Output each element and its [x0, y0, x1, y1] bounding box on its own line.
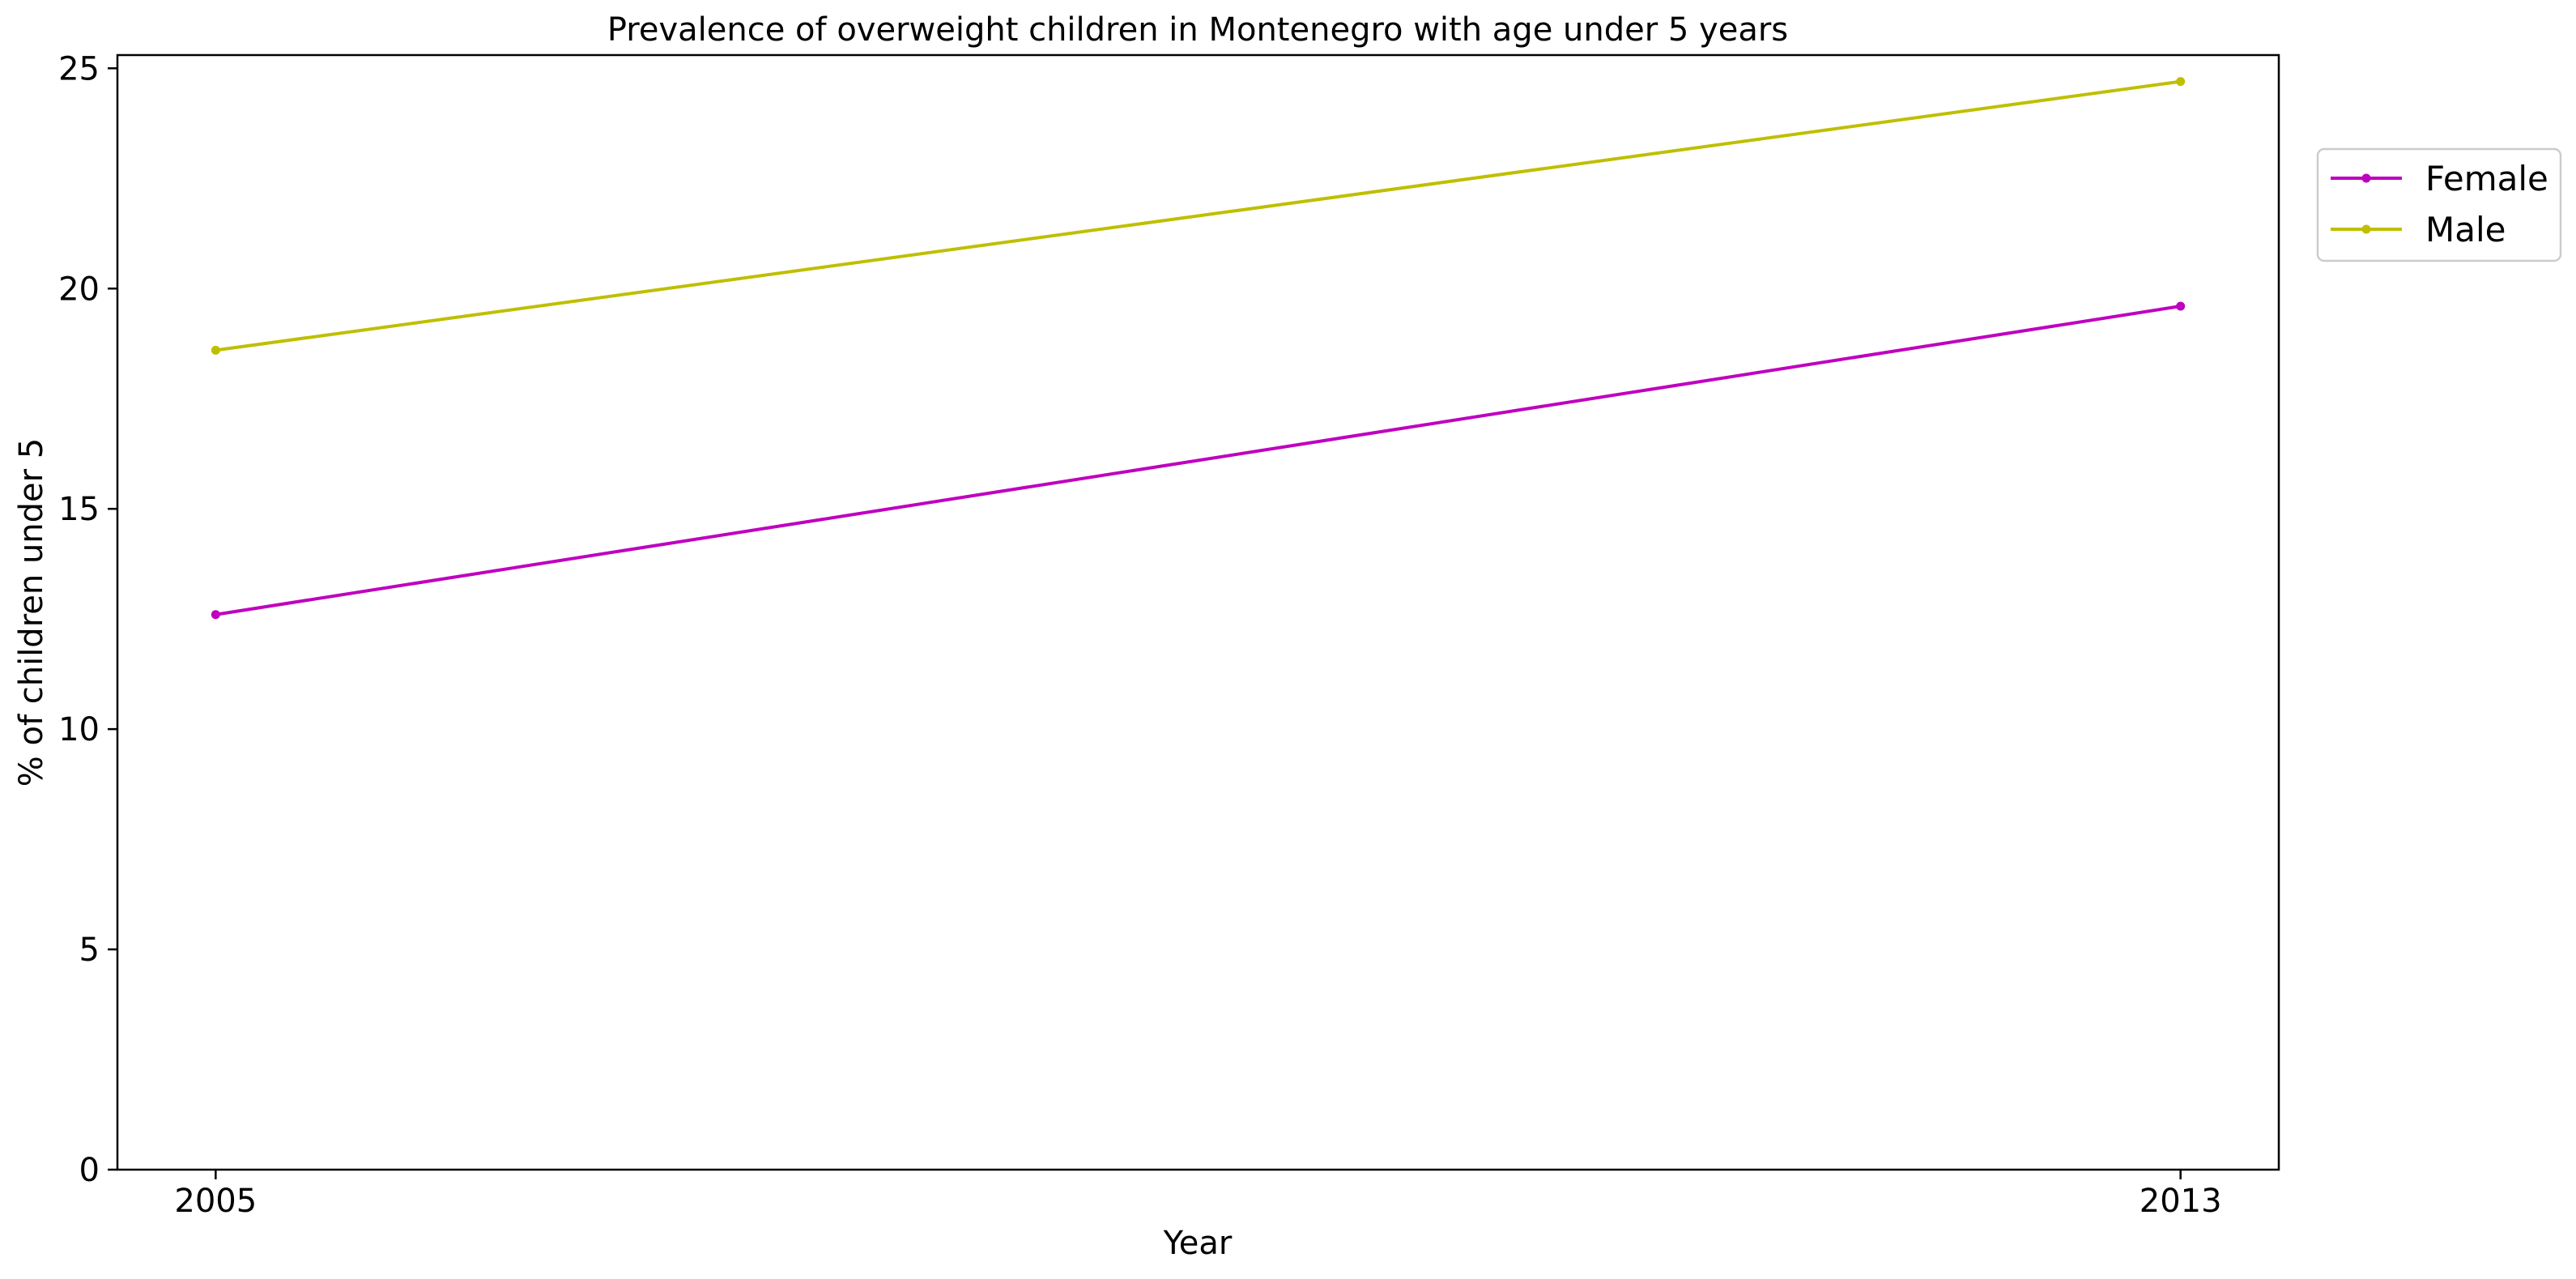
legend: Female Male: [2316, 147, 2562, 262]
y-tick-label: 5: [79, 932, 100, 969]
x-tick-label: 2005: [174, 1183, 257, 1220]
y-tick-label: 20: [58, 271, 100, 308]
data-point-male: [2176, 77, 2186, 87]
y-tick-label: 25: [58, 50, 100, 87]
y-tick-label: 0: [79, 1152, 100, 1189]
plot-area: [116, 53, 2280, 1171]
chart-title: Prevalence of overweight children in Mon…: [607, 11, 1788, 49]
y-axis-label: % of children under 5: [13, 438, 50, 787]
series-line-female: [215, 305, 2181, 616]
y-axis: 0 5 10 15 20 25: [58, 50, 117, 1189]
legend-label-male: Male: [2425, 210, 2506, 249]
data-point-female: [2176, 301, 2186, 311]
plot-frame: [116, 53, 2280, 1171]
data-point-female: [211, 610, 220, 620]
y-tick-label: 15: [58, 491, 100, 528]
data-point-male: [211, 345, 220, 355]
legend-label-female: Female: [2425, 159, 2548, 198]
series-line-male: [215, 79, 2181, 352]
legend-marker-female: [2361, 173, 2371, 183]
x-axis-label: Year: [1163, 1225, 1233, 1262]
series-layer: [211, 77, 2186, 620]
x-tick-label: 2013: [2140, 1183, 2222, 1220]
legend-marker-male: [2361, 224, 2371, 234]
y-tick-label: 10: [58, 711, 100, 748]
x-axis: 2005 2013: [174, 1170, 2222, 1220]
